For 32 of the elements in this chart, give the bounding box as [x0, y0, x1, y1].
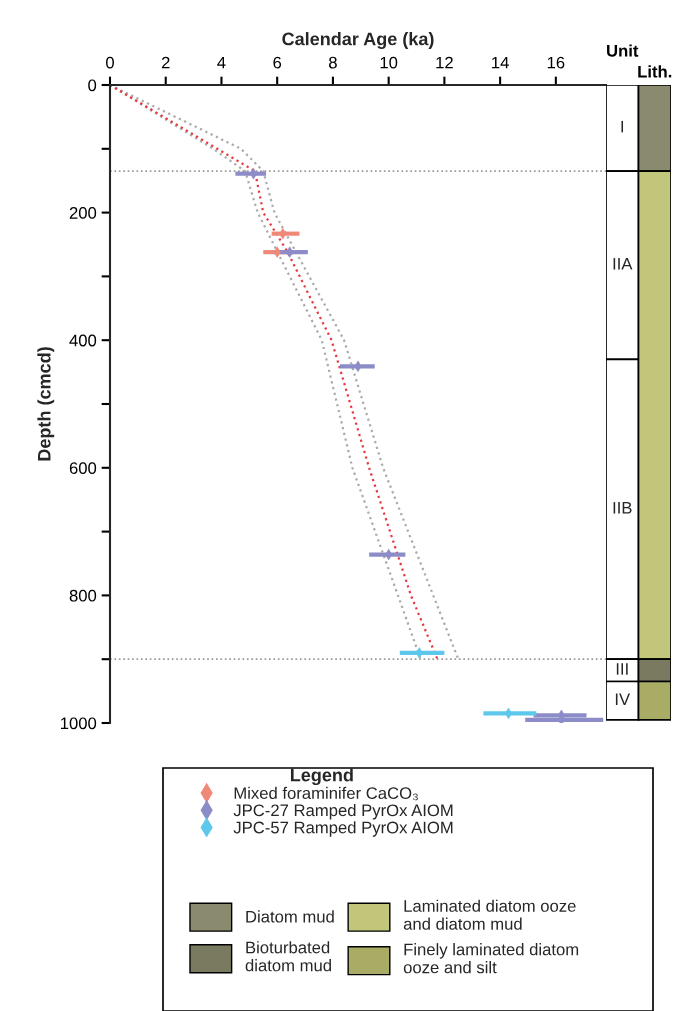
y-tick-label: 1000: [61, 717, 97, 730]
legend-label: Bioturbated diatom mud: [245, 941, 331, 972]
legend-label: Laminated diatom ooze and diatom mud: [403, 899, 576, 930]
y-tick-label: 600: [69, 462, 97, 474]
y-tick-label: 400: [69, 334, 97, 347]
y-tick-label: 200: [69, 207, 97, 219]
series-label: IIB: [613, 502, 632, 514]
x-tick-label: 12: [436, 56, 453, 69]
legend-title: Legend: [290, 768, 353, 786]
x-tick-label: 6: [273, 56, 282, 69]
x-tick-label: Unit: [607, 44, 639, 57]
x-tick-label: 14: [492, 56, 509, 69]
legend-label: JPC-57 Ramped PyrOx AIOM: [233, 821, 453, 837]
y-tick-label: 0: [88, 79, 97, 92]
x-tick-label: 8: [329, 56, 337, 69]
series-label: I: [621, 120, 624, 133]
x-tick-label: 0: [106, 56, 114, 69]
x-axis-title: Calendar Age (ka): [282, 32, 434, 49]
x-tick-label: 10: [380, 56, 398, 69]
x-tick-label: 2: [161, 56, 170, 69]
series-label: IV: [615, 693, 631, 705]
series-label: III: [616, 663, 628, 675]
x-tick-label: Lith.: [638, 65, 672, 78]
y-axis-title: Depth (cmcd): [37, 347, 55, 461]
x-tick-label: 4: [217, 56, 226, 69]
legend-label: Mixed foraminifer CaCO₃: [234, 786, 418, 801]
legend-label: JPC-27 Ramped PyrOx AIOM: [233, 803, 453, 820]
legend-label: Finely laminated diatom ooze and silt: [403, 943, 579, 974]
legend-label: Diatom mud: [246, 910, 334, 923]
y-tick-label: 800: [69, 589, 97, 602]
x-tick-label: 16: [547, 56, 565, 69]
series-label: IIA: [613, 258, 633, 270]
